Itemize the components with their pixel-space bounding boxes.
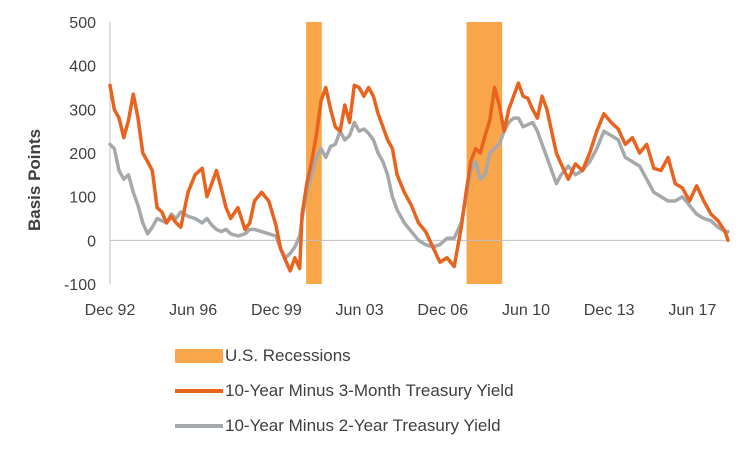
series-line-1 [108, 116, 730, 260]
legend-swatch-series-1 [175, 423, 223, 428]
legend-item-series-1: 10-Year Minus 2-Year Treasury Yield [175, 408, 514, 443]
y-tick-label: 300 [69, 102, 96, 119]
y-tick-label: 0 [87, 233, 96, 250]
y-tick-label: -100 [64, 277, 96, 294]
tick-labels: -100 0 100 200 300 400 500 Dec 92 Jun 96 Dec 99 Ju… [64, 15, 716, 319]
series-lines [108, 81, 730, 273]
x-tick-label: Dec 06 [417, 302, 468, 319]
legend-label-series-1: 10-Year Minus 2-Year Treasury Yield [225, 415, 501, 435]
legend-swatch-recessions [175, 348, 223, 363]
x-tick-label: Jun 17 [668, 302, 716, 319]
legend-swatch-series-0 [175, 388, 223, 393]
recession-band-1 [466, 22, 503, 284]
x-tick-label: Dec 92 [85, 302, 136, 319]
y-tick-label: 500 [69, 15, 96, 32]
x-tick-label: Jun 10 [502, 302, 550, 319]
y-tick-label: 200 [69, 146, 96, 163]
y-axis-title: Basis Points [25, 129, 44, 231]
series-line-0 [108, 81, 730, 273]
y-tick-label: 400 [69, 59, 96, 76]
x-tick-label: Jun 96 [169, 302, 217, 319]
x-tick-label: Dec 13 [584, 302, 635, 319]
legend-label-recessions: U.S. Recessions [225, 345, 351, 365]
legend-item-recessions: U.S. Recessions [175, 338, 514, 373]
legend-label-series-0: 10-Year Minus 3-Month Treasury Yield [225, 380, 514, 400]
axes [109, 22, 728, 284]
legend-item-series-0: 10-Year Minus 3-Month Treasury Yield [175, 373, 514, 408]
y-tick-label: 100 [69, 190, 96, 207]
x-tick-label: Jun 03 [336, 302, 384, 319]
legend: U.S. Recessions 10-Year Minus 3-Month Tr… [175, 338, 514, 443]
x-tick-label: Dec 99 [251, 302, 302, 319]
